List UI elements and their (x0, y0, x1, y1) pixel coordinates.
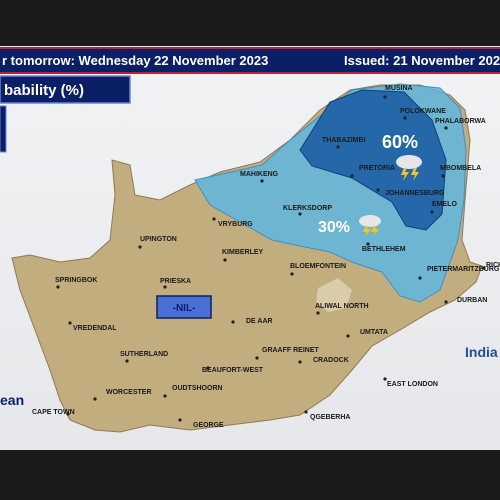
city-dot (383, 377, 387, 381)
city-dot (482, 266, 486, 270)
city-dot (138, 245, 142, 249)
city-dot (178, 418, 182, 422)
city-dot (93, 397, 97, 401)
city-label: PRETORIA (359, 165, 395, 172)
city-label: ALIWAL NORTH (315, 303, 369, 310)
city-dot (298, 360, 302, 364)
city-dot (304, 410, 308, 414)
city-label: CRADOCK (313, 357, 349, 364)
city-dot (376, 188, 380, 192)
city-dot (346, 334, 350, 338)
city-dot (383, 95, 387, 99)
city-label: UPINGTON (140, 236, 177, 243)
nil-label: -NIL- (173, 303, 196, 314)
city-label: POLOKWANE (400, 108, 446, 115)
zone-60 (299, 89, 447, 231)
city-label: WORCESTER (106, 389, 152, 396)
city-label: PRIESKA (160, 278, 191, 285)
forecast-date: r tomorrow: Wednesday 22 November 2023 (2, 53, 268, 68)
city-dot (125, 359, 129, 363)
city-dot (66, 412, 70, 416)
city-dot (430, 210, 434, 214)
nil-box (156, 295, 212, 319)
rule (0, 72, 500, 74)
city-label: MUSINA (385, 85, 413, 92)
city-label: KIMBERLEY (222, 249, 264, 256)
city-dot (255, 356, 259, 360)
rule (0, 47, 500, 49)
ocean-label: ean (0, 392, 24, 408)
city-label: QGEBERHA (310, 414, 350, 421)
city-dot (441, 174, 445, 178)
city-dot (366, 242, 370, 246)
city-label: CAPE TOWN (32, 409, 75, 416)
city-label: VRYBURG (218, 221, 253, 228)
city-dot (444, 300, 448, 304)
city-label: RICH (486, 262, 500, 269)
city-label: KLERKSDORP (283, 205, 332, 212)
city-label: PHALABORWA (435, 118, 486, 125)
city-dot (212, 217, 216, 221)
city-dot (316, 311, 320, 315)
header-bar (0, 49, 500, 72)
storm-icon (396, 155, 422, 181)
legend-box (0, 75, 131, 104)
city-label: SUTHERLAND (120, 351, 168, 358)
city-dot (260, 179, 264, 183)
city-label: GEORGE (193, 422, 224, 429)
city-dot (298, 212, 302, 216)
city-label: OUDTSHOORN (172, 385, 223, 392)
city-dot (350, 174, 354, 178)
city-layer: MUSINA POLOKWANE PHALABORWA THABAZIMBI MBOMB… (32, 85, 500, 429)
city-dot (336, 145, 340, 149)
city-label: GRAAFF REINET (262, 347, 320, 354)
city-label: EMELO (432, 201, 457, 208)
city-dot (56, 285, 60, 289)
ocean-label: India (465, 344, 498, 360)
city-label: UMTATA (360, 329, 388, 336)
city-label: BLOEMFONTEIN (290, 263, 346, 270)
city-dot (68, 321, 72, 325)
city-dot (206, 366, 210, 370)
city-label: VREDENDAL (73, 325, 117, 332)
lesotho (316, 278, 352, 312)
city-label: EAST LONDON (387, 381, 438, 388)
city-label: MAHIKENG (240, 171, 279, 178)
city-dot (290, 272, 294, 276)
legend-title: bability (%) (4, 82, 84, 99)
legend-swatch (0, 105, 7, 153)
city-dot (163, 285, 167, 289)
city-label: PIETERMARITZBURG (427, 266, 500, 273)
city-dot (403, 116, 407, 120)
storm-icon (359, 215, 381, 237)
city-dot (418, 276, 422, 280)
zone-label: 30% (318, 219, 350, 236)
city-label: SPRINGBOK (55, 277, 97, 284)
city-label: THABAZIMBI (322, 137, 366, 144)
city-dot (444, 126, 448, 130)
city-label: DE AAR (246, 318, 273, 325)
city-dot (231, 320, 235, 324)
city-label: BEAUFORT-WEST (202, 367, 264, 374)
city-label: BETHLEHEM (362, 246, 406, 253)
city-label: DURBAN (457, 297, 487, 304)
city-label: JOHANNESBURG (385, 190, 445, 197)
zone-label: 60% (382, 132, 418, 152)
city-dot (223, 258, 227, 262)
issued-date: Issued: 21 November 202 (344, 53, 500, 68)
city-dot (163, 394, 167, 398)
city-label: MBOMBELA (440, 165, 481, 172)
